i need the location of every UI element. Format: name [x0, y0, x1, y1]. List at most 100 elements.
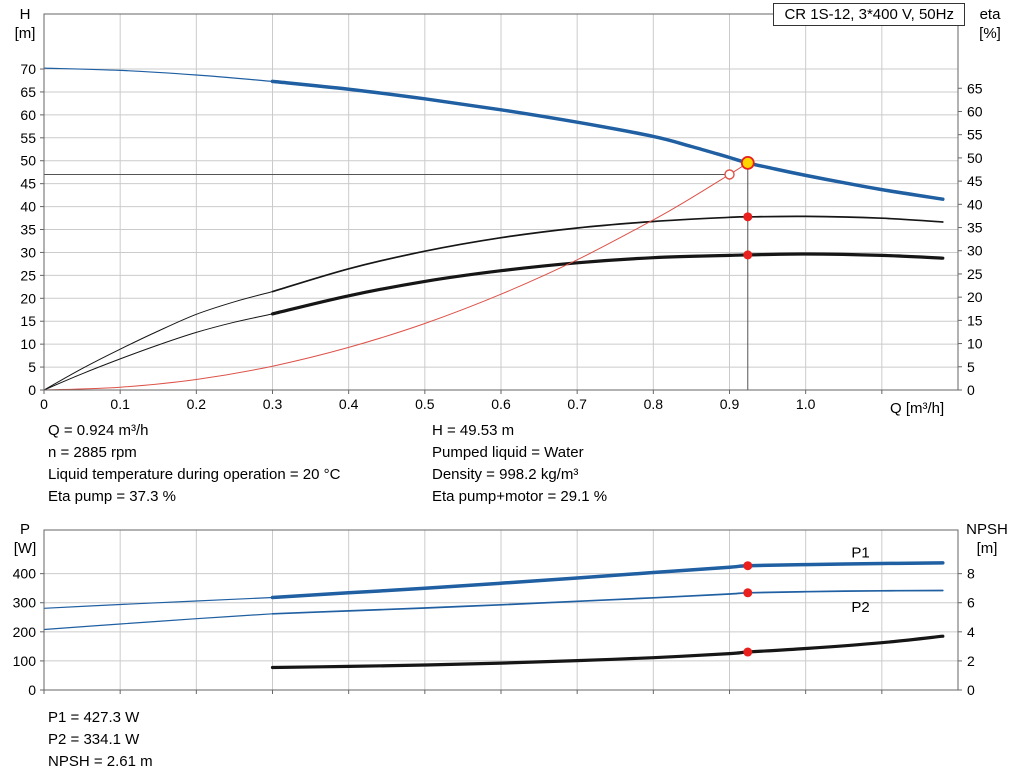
p1-text: P1 = 427.3 W [48, 709, 140, 726]
y-right-tick-label: 2 [967, 653, 975, 669]
npsh-point [743, 647, 753, 657]
eta-axis-title: eta [%] [964, 5, 1016, 43]
y-right-tick-label: 6 [967, 595, 975, 611]
q-axis-title: Q [m³/h] [890, 400, 945, 417]
y-left-tick-label: 60 [20, 107, 36, 123]
operating-point-info-right: H = 49.53 m Pumped liquid = Water Densit… [432, 420, 607, 508]
grid [44, 530, 958, 690]
y-left-tick-label: 200 [13, 624, 37, 640]
series-eta-pump-lead [43, 291, 273, 391]
p2-text: P2 = 334.1 W [48, 731, 140, 748]
duty-head-text: H = 49.53 m [432, 422, 515, 439]
x-tick-label: 0.4 [339, 396, 359, 412]
x-tick-label: 0.6 [491, 396, 511, 412]
y-left-tick-label: 5 [28, 359, 36, 375]
y-right-tick-label: 50 [967, 150, 983, 166]
eta-pump-motor-point [743, 250, 753, 260]
y-right-tick-label: 4 [967, 624, 975, 640]
y-left-tick-label: 40 [20, 199, 36, 215]
liquid-temperature-text: Liquid temperature during operation = 20… [48, 466, 341, 483]
x-tick-label: 0.3 [263, 396, 283, 412]
x-tick-label: 0.2 [187, 396, 207, 412]
qh-plot: 0 5 10 15 20 25 30 35 40 45 50 55 60 65 70 0 5 10 15 20 25 30… [20, 13, 983, 412]
p-axis-name: P [19, 521, 30, 538]
series-pump-curve [270, 79, 945, 201]
duty-point[interactable] [740, 155, 755, 170]
x-tick-label: 0.7 [567, 396, 587, 412]
eta-axis-name: eta [979, 6, 1001, 23]
pumped-liquid-text: Pumped liquid = Water [432, 444, 584, 461]
y-right-tick-label: 65 [967, 80, 983, 96]
y-left-tick-label: 30 [20, 244, 36, 260]
series-eta-pump-motor [270, 252, 945, 316]
h-axis-title: H [m] [6, 5, 44, 43]
duty-flow-text: Q = 0.924 m³/h [48, 422, 149, 439]
y-left-tick-label: 15 [20, 313, 36, 329]
y-left-tick-label: 100 [13, 653, 37, 669]
series-p2 [271, 589, 944, 615]
y-left-tick-label: 50 [20, 153, 36, 169]
series-npsh [270, 634, 945, 670]
y-right-tick-label: 0 [967, 382, 975, 398]
npsh-axis-title: NPSH [m] [956, 520, 1018, 558]
power-npsh-plot: 0 100 200 300 400 0 2 4 6 8 P1 P2 [13, 529, 975, 698]
density-text: Density = 998.2 kg/m³ [432, 466, 579, 483]
eta-pump-text: Eta pump = 37.3 % [48, 488, 176, 505]
eta-pump-point [743, 212, 753, 222]
y-right-tick-label: 10 [967, 336, 983, 352]
x-tick-label: 0.8 [644, 396, 664, 412]
npsh-axis-name: NPSH [966, 521, 1008, 538]
npsh-axis-unit: [m] [976, 540, 998, 557]
p1-label: P1 [851, 545, 869, 562]
y-right-tick-label: 15 [967, 312, 983, 328]
h-axis-name: H [19, 6, 31, 23]
y-left-tick-label: 55 [20, 130, 36, 146]
y-left-tick-label: 25 [20, 267, 36, 283]
x-tick-label: 0 [40, 396, 48, 412]
power-npsh-info: P1 = 427.3 W P2 = 334.1 W NPSH = 2.61 m [48, 707, 153, 773]
y-left-tick-label: 65 [20, 84, 36, 100]
speed-text: n = 2885 rpm [48, 444, 137, 461]
p-axis-unit: [W] [13, 540, 37, 557]
requested-duty-point [724, 169, 735, 180]
x-tick-label: 0.9 [720, 396, 740, 412]
eta-pump-motor-text: Eta pump+motor = 29.1 % [432, 488, 608, 505]
y-right-tick-label: 60 [967, 103, 983, 119]
pump-model-title: CR 1S-12, 3*400 V, 50Hz [773, 3, 965, 26]
y-right-tick-label: 55 [967, 127, 983, 143]
p2-label: P2 [851, 599, 869, 616]
series-eta-pump-motor-lead [43, 313, 273, 391]
series-p1-lead [43, 596, 274, 609]
y-left-tick-label: 20 [20, 290, 36, 306]
y-right-tick-label: 5 [967, 359, 975, 375]
series-p2-lead [43, 613, 274, 631]
y-left-tick-label: 45 [20, 176, 36, 192]
npsh-text: NPSH = 2.61 m [48, 753, 153, 770]
operating-point-info-left: Q = 0.924 m³/h n = 2885 rpm Liquid tempe… [48, 420, 340, 508]
y-left-tick-label: 400 [13, 566, 37, 582]
y-left-tick-label: 300 [13, 595, 37, 611]
grid [44, 14, 958, 390]
y-right-tick-label: 20 [967, 289, 983, 305]
axis-ticks: 0 100 200 300 400 0 2 4 6 8 [13, 566, 975, 698]
y-left-tick-label: 10 [20, 336, 36, 352]
y-right-tick-label: 40 [967, 196, 983, 212]
y-right-tick-label: 30 [967, 243, 983, 259]
y-left-tick-label: 0 [28, 382, 36, 398]
series-p1 [270, 561, 945, 600]
x-tick-label: 1.0 [796, 396, 816, 412]
series-system-curve [43, 162, 749, 391]
y-right-tick-label: 0 [967, 682, 975, 698]
p1-point [743, 561, 753, 571]
y-right-tick-label: 45 [967, 173, 983, 189]
axis-ticks: 0 5 10 15 20 25 30 35 40 45 50 55 60 65 70 0 5 10 15 20 25 30… [20, 61, 982, 412]
y-left-tick-label: 0 [28, 682, 36, 698]
y-left-tick-label: 35 [20, 222, 36, 238]
y-left-tick-label: 70 [20, 61, 36, 77]
h-axis-unit: [m] [14, 25, 36, 42]
p2-point [743, 588, 753, 598]
eta-axis-unit: [%] [979, 25, 1001, 42]
p-axis-title: P [W] [6, 520, 44, 558]
